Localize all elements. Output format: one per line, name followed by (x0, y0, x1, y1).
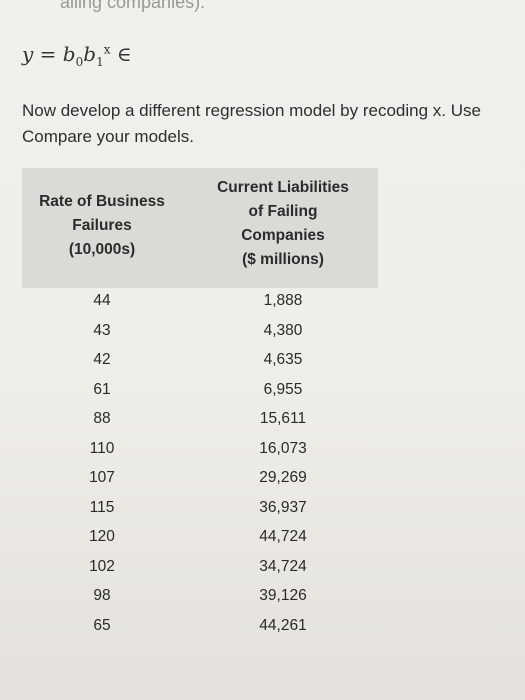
formula-b0: b (62, 42, 76, 66)
table-row: 110 16,073 (22, 436, 378, 466)
data-table: Rate of Business Failures (10,000s) Curr… (22, 168, 378, 642)
table-header: Rate of Business Failures (10,000s) Curr… (22, 168, 378, 288)
table-row: 43 4,380 (22, 318, 378, 348)
header-rate-of-business-failures: Rate of Business Failures (10,000s) (39, 193, 165, 258)
cell-liabilities: 1,888 (263, 292, 303, 309)
cell-failure-rate: 61 (93, 380, 111, 398)
cell-liabilities: 44,724 (259, 528, 307, 545)
cell-liabilities: 34,724 (259, 557, 307, 575)
formula-b1: b (83, 42, 97, 66)
cell-liabilities: 4,380 (263, 321, 303, 339)
table-row: 88 15,611 (22, 406, 378, 436)
formula-error: ∈ (116, 42, 132, 66)
cut-off-header: ailing companies). (0, 0, 525, 16)
cell-liabilities: 15,611 (259, 410, 307, 427)
cell-liabilities: 6,955 (263, 380, 303, 398)
formula-b0-sub: 0 (75, 55, 84, 69)
cell-liabilities: 39,126 (259, 587, 307, 604)
cell-liabilities: 16,073 (259, 439, 307, 457)
cell-liabilities: 44,261 (259, 616, 307, 634)
table-row: 65 44,261 (22, 613, 378, 643)
cell-liabilities: 4,635 (263, 351, 303, 368)
cut-off-text: ailing companies). (60, 0, 206, 12)
instructions-line-2: Compare your models. (22, 127, 194, 146)
cell-failure-rate: 42 (93, 351, 111, 368)
cell-failure-rate: 88 (93, 410, 111, 427)
formula-b1-sup: x (103, 42, 111, 57)
cell-failure-rate: 107 (89, 469, 115, 486)
instructions-line-1: Now develop a different regression model… (22, 101, 481, 120)
cell-failure-rate: 110 (89, 439, 115, 457)
table-row: 44 1,888 (22, 288, 378, 318)
table-row: 120 44,724 (22, 524, 378, 554)
instructions-text: Now develop a different regression model… (22, 98, 525, 150)
table-row: 61 6,955 (22, 377, 378, 407)
table-row: 115 36,937 (22, 495, 378, 525)
table-row: 42 4,635 (22, 347, 378, 377)
cell-failure-rate: 43 (93, 321, 111, 339)
cell-liabilities: 29,269 (259, 469, 307, 486)
formula-y: y (22, 42, 34, 66)
header-current-liabilities: Current Liabilities of Failing Companies… (217, 179, 349, 268)
cell-failure-rate: 115 (89, 498, 115, 516)
cell-failure-rate: 98 (93, 587, 111, 604)
formula-b1-sub: 1 (96, 55, 104, 69)
cell-failure-rate: 102 (89, 557, 115, 575)
cell-liabilities: 36,937 (259, 498, 307, 516)
table-row: 102 34,724 (22, 554, 378, 584)
formula-equals: = (39, 42, 57, 66)
regression-formula: y = b0b1x ∈ (22, 42, 132, 69)
cell-failure-rate: 65 (93, 616, 111, 634)
table-row: 98 39,126 (22, 583, 378, 613)
cell-failure-rate: 120 (89, 528, 115, 545)
table-body: 44 1,888 43 4,380 42 4,635 61 6,955 88 15,611 110 1… (22, 288, 378, 642)
cell-failure-rate: 44 (93, 292, 111, 309)
table-row: 107 29,269 (22, 465, 378, 495)
